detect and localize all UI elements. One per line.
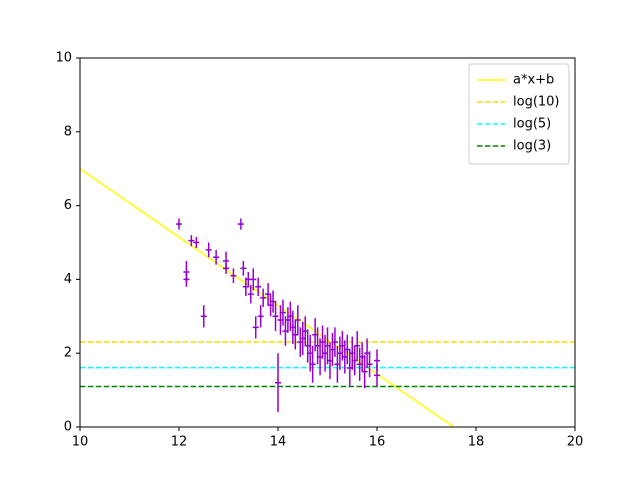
y-tick-label: 8 xyxy=(64,124,72,139)
x-tick-label: 20 xyxy=(567,435,584,450)
plot-frame xyxy=(79,57,576,428)
y-tick-label: 4 xyxy=(64,272,72,287)
legend-label: log(3) xyxy=(513,139,551,154)
legend-label: log(5) xyxy=(513,117,551,132)
y-tick-label: 10 xyxy=(55,51,72,66)
y-tick-label: 6 xyxy=(64,198,72,213)
legend-label: log(10) xyxy=(513,95,560,110)
legend-box xyxy=(468,63,570,165)
x-tick-label: 16 xyxy=(369,435,386,450)
y-tick-label: 2 xyxy=(64,346,72,361)
x-tick-label: 12 xyxy=(171,435,188,450)
x-tick-label: 10 xyxy=(72,435,89,450)
x-tick-label: 18 xyxy=(468,435,485,450)
legend-label: a*x+b xyxy=(513,73,554,88)
x-tick-label: 14 xyxy=(270,435,287,450)
series-line xyxy=(80,168,455,427)
y-tick-label: 0 xyxy=(64,420,72,435)
